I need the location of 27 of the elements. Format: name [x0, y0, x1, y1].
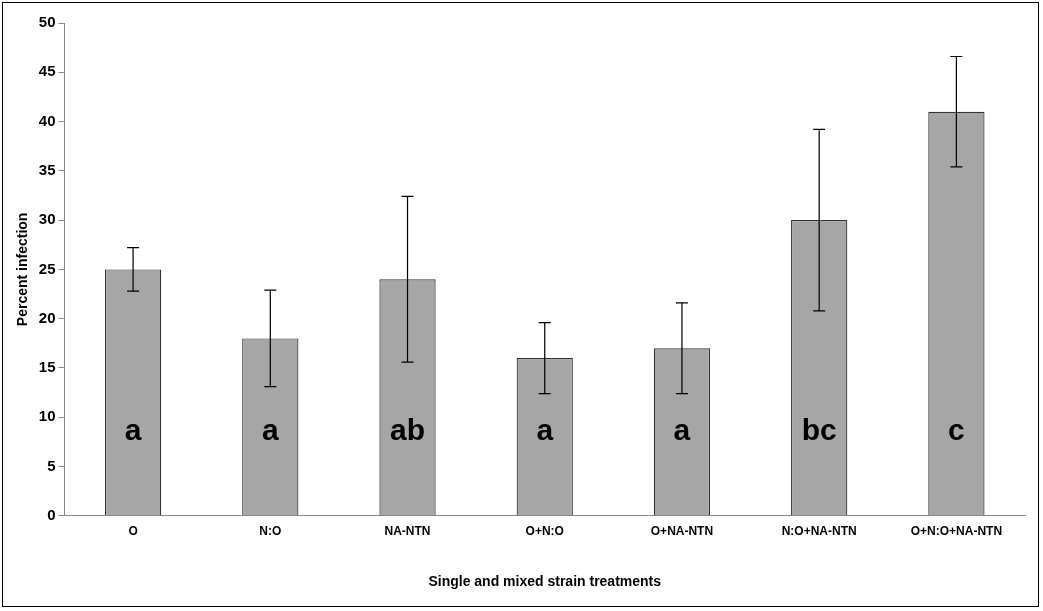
y-tick-label: 45 — [38, 62, 56, 80]
y-tick-label: 35 — [38, 160, 56, 178]
annotation: a — [673, 413, 691, 447]
annotation: a — [536, 413, 554, 447]
annotation: bc — [801, 413, 837, 447]
annotation: a — [261, 413, 279, 447]
y-tick-label: 10 — [38, 407, 56, 425]
y-tick-label: 40 — [38, 111, 56, 129]
x-tick-label: N:O — [259, 524, 282, 539]
x-tick-label: O+N:O+NA-NTN — [910, 524, 1003, 539]
x-tick-label: N:O+NA-NTN — [781, 524, 857, 539]
y-tick-label: 20 — [38, 308, 56, 326]
y-tick-label: 25 — [38, 259, 56, 277]
y-tick-label: 30 — [38, 210, 56, 228]
annotation: ab — [390, 413, 426, 447]
y-tick-label: 0 — [47, 505, 56, 523]
x-tick-label: NA-NTN — [384, 524, 431, 539]
x-tick-label: O+NA-NTN — [650, 524, 714, 539]
y-tick-label: 15 — [38, 358, 56, 376]
x-tick-label: O — [128, 524, 138, 539]
x-axis-title: Single and mixed strain treatments — [428, 573, 662, 590]
y-axis-title: Percent infection — [14, 212, 31, 327]
x-tick-label: O+N:O — [525, 524, 564, 539]
y-tick-label: 5 — [47, 456, 56, 474]
annotation: c — [948, 413, 965, 447]
annotation: a — [124, 413, 142, 447]
y-tick-label: 50 — [38, 13, 56, 31]
